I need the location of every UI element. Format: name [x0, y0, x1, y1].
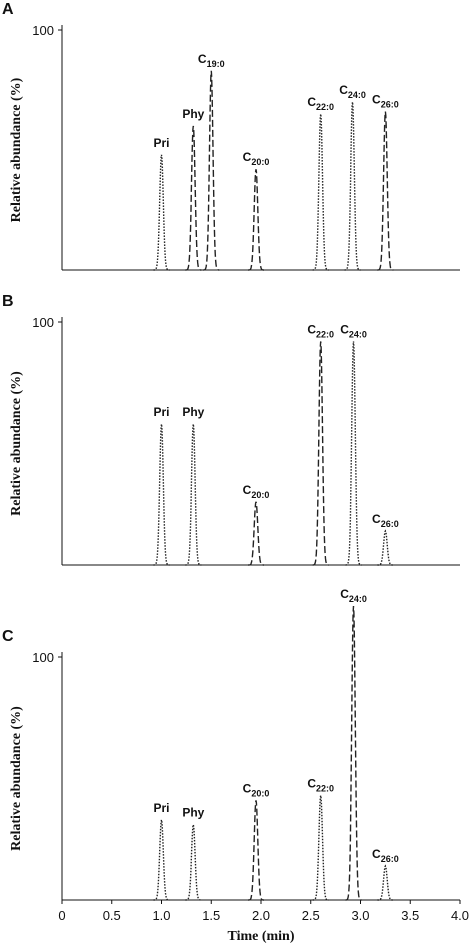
x-axis-label: Time (min): [227, 929, 294, 944]
peak-subscript: 24:0: [349, 329, 367, 339]
peak-label: Pri: [153, 405, 169, 419]
y-axis-label: Relative abundance (%): [9, 371, 24, 516]
peak-subscript: 22:0: [316, 329, 334, 339]
peak-name: C: [243, 781, 252, 795]
peak-name: Phy: [182, 806, 204, 820]
peak: [377, 864, 394, 901]
y-tick-label: 100: [32, 315, 54, 330]
peak-subscript: 20:0: [251, 788, 269, 798]
peak-label: Pri: [153, 801, 169, 815]
y-axis-label: Relative abundance (%): [9, 77, 24, 222]
peak-label: C19:0: [198, 52, 225, 69]
peak-name: C: [243, 483, 252, 497]
peak-label: C26:0: [372, 847, 399, 864]
panel-letter: A: [2, 1, 14, 18]
x-tick-label: 2.0: [252, 908, 270, 923]
peak-label: C20:0: [243, 483, 270, 500]
peak-subscript: 19:0: [207, 59, 225, 69]
peak-subscript: 24:0: [349, 594, 367, 604]
x-tick-label: 1.5: [202, 908, 220, 923]
panel-letter: B: [2, 293, 14, 310]
peak: [345, 605, 362, 901]
peak: [185, 125, 202, 271]
peak-name: Pri: [153, 405, 169, 419]
peak-name: C: [339, 83, 348, 97]
y-axis-label: Relative abundance (%): [9, 706, 24, 851]
peak-name: C: [340, 587, 349, 601]
peak-label: Phy: [182, 405, 204, 419]
peak-name: C: [243, 150, 252, 164]
peak: [248, 800, 264, 901]
y-tick-label: 100: [32, 650, 54, 665]
peak-name: C: [307, 322, 316, 336]
peak: [203, 70, 220, 271]
peak-label: C20:0: [243, 781, 270, 798]
peak: [185, 424, 202, 566]
peak: [312, 341, 329, 566]
x-tick-label: 0: [58, 908, 65, 923]
peak-label: C22:0: [307, 322, 334, 339]
peak-label: C24:0: [340, 587, 367, 604]
x-tick-label: 4.0: [451, 908, 469, 923]
peak: [377, 111, 394, 271]
peak-label: C22:0: [307, 777, 334, 794]
peak-name: Phy: [182, 107, 204, 121]
peak: [312, 113, 329, 271]
peak-subscript: 26:0: [381, 100, 399, 110]
x-tick-label: 3.0: [351, 908, 369, 923]
peak-subscript: 22:0: [316, 784, 334, 794]
peak-label: C22:0: [307, 95, 334, 112]
peak-label: C26:0: [372, 512, 399, 529]
peak-subscript: 22:0: [316, 102, 334, 112]
peak-name: Phy: [182, 405, 204, 419]
peak: [248, 169, 264, 271]
peak-name: C: [372, 847, 381, 861]
peak-name: C: [372, 512, 381, 526]
peak-label: Phy: [182, 806, 204, 820]
peak-subscript: 26:0: [381, 519, 399, 529]
peak-label: Phy: [182, 107, 204, 121]
x-tick-label: 2.5: [302, 908, 320, 923]
peak: [248, 501, 264, 566]
peak-subscript: 26:0: [381, 854, 399, 864]
peak: [153, 154, 170, 271]
peak-label: C24:0: [339, 83, 366, 100]
peak-name: Pri: [153, 136, 169, 150]
peak-name: Pri: [153, 801, 169, 815]
peak: [345, 341, 362, 566]
peak-name: C: [307, 95, 316, 109]
peak-label: C20:0: [243, 150, 270, 167]
peak: [377, 529, 394, 566]
peak-subscript: 24:0: [348, 90, 366, 100]
peak-label: C24:0: [340, 322, 367, 339]
peak: [153, 424, 170, 566]
peak-name: C: [198, 52, 207, 66]
peak-name: C: [340, 322, 349, 336]
x-tick-label: 0.5: [103, 908, 121, 923]
peak-label: C26:0: [372, 93, 399, 110]
peak: [185, 824, 202, 901]
x-tick-label: 3.5: [401, 908, 419, 923]
y-tick-label: 100: [32, 23, 54, 38]
peak-name: C: [372, 93, 381, 107]
peak-label: Pri: [153, 136, 169, 150]
panel-letter: C: [2, 628, 14, 645]
peak-subscript: 20:0: [251, 157, 269, 167]
peak-name: C: [307, 777, 316, 791]
peak: [153, 819, 170, 901]
x-tick-label: 1.0: [152, 908, 170, 923]
peak-subscript: 20:0: [251, 490, 269, 500]
peak: [344, 101, 361, 271]
peak: [312, 795, 329, 901]
